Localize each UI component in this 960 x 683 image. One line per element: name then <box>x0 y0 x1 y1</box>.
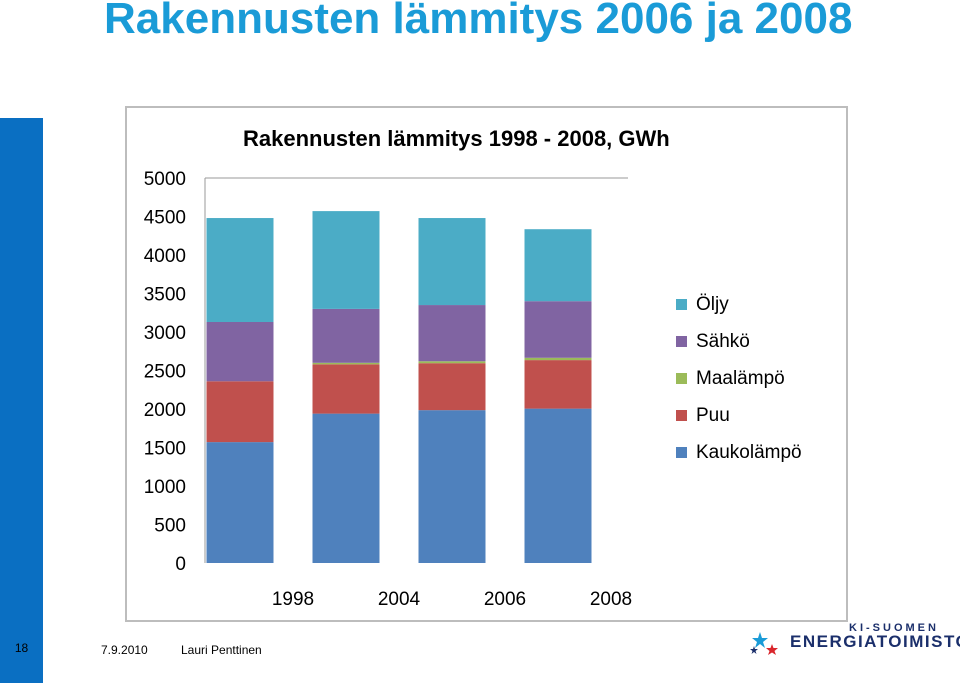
bar-segment <box>312 211 380 309</box>
bar-segment <box>418 410 486 563</box>
bar-segment <box>418 363 486 411</box>
bar-segment <box>312 308 380 363</box>
bars <box>206 211 592 563</box>
slide-number: 18 <box>14 641 29 655</box>
bar-segment <box>206 381 274 443</box>
bar-segment <box>524 360 592 409</box>
y-tick-label: 5000 <box>144 169 186 190</box>
bar-segment <box>312 362 380 365</box>
legend-label: Kaukolämpö <box>696 441 802 463</box>
logo-text-bottom: ENERGIATOIMISTO <box>790 632 960 651</box>
legend-item: Kaukolämpö <box>676 434 836 471</box>
legend-swatch <box>676 410 687 421</box>
x-axis: 1998 2004 2006 2008 <box>272 589 632 610</box>
x-tick-label: 2008 <box>590 589 632 610</box>
slide-title: Rakennusten lämmitys 2006 ja 2008 <box>104 0 853 43</box>
bar-segment <box>524 301 592 358</box>
y-tick-label: 3500 <box>144 285 186 306</box>
bar-segment <box>206 321 274 382</box>
y-tick-label: 1500 <box>144 439 186 460</box>
bar-segment <box>418 361 486 364</box>
bar-segment <box>206 442 274 563</box>
legend-swatch <box>676 336 687 347</box>
bar-segment <box>524 408 592 563</box>
y-tick-label: 1000 <box>144 477 186 498</box>
legend-swatch <box>676 447 687 458</box>
x-tick-label: 2004 <box>378 589 421 610</box>
legend-item: Sähkö <box>676 323 836 360</box>
bar-segment <box>312 364 380 414</box>
organization-logo: KI-SUOMEN ENERGIATOIMISTO <box>748 620 960 680</box>
bar-segment <box>524 229 592 302</box>
y-tick-label: 4500 <box>144 208 186 229</box>
bar-segment <box>312 413 380 563</box>
legend-item: Maalämpö <box>676 360 836 397</box>
x-tick-label: 1998 <box>272 589 314 610</box>
y-tick-label: 3000 <box>144 323 186 344</box>
y-tick-label: 0 <box>175 554 186 575</box>
footer-date: 7.9.2010 <box>101 643 148 657</box>
legend-swatch <box>676 373 687 384</box>
bar-segment <box>206 218 274 322</box>
y-tick-label: 2500 <box>144 362 186 383</box>
bar-segment <box>418 305 486 362</box>
y-tick-label: 2000 <box>144 400 186 421</box>
legend-item: Öljy <box>676 286 836 323</box>
bar-segment <box>524 357 592 361</box>
legend-label: Öljy <box>696 293 729 315</box>
y-tick-label: 4000 <box>144 246 186 267</box>
legend-label: Maalämpö <box>696 367 785 389</box>
footer-author: Lauri Penttinen <box>181 643 262 657</box>
legend-swatch <box>676 299 687 310</box>
chart-title: Rakennusten lämmitys 1998 - 2008, GWh <box>243 126 670 151</box>
y-tick-label: 500 <box>154 516 186 537</box>
legend-label: Sähkö <box>696 330 750 352</box>
star-logo-icon <box>750 632 778 655</box>
legend: Öljy Sähkö Maalämpö Puu Kaukolämpö <box>676 286 836 471</box>
bar-segment <box>418 218 486 306</box>
legend-item: Puu <box>676 397 836 434</box>
x-tick-label: 2006 <box>484 589 526 610</box>
logo-text-top: KI-SUOMEN <box>849 622 939 634</box>
slide-side-bar <box>0 118 43 683</box>
legend-label: Puu <box>696 404 730 426</box>
